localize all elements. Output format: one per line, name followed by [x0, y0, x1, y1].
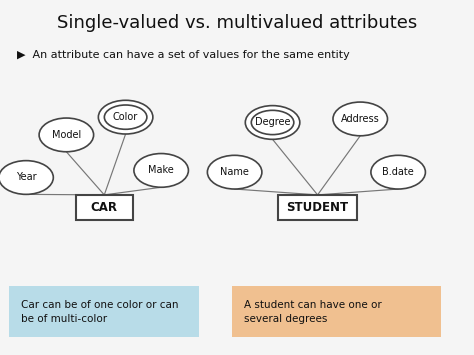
- FancyBboxPatch shape: [9, 286, 199, 337]
- Text: Color: Color: [113, 112, 138, 122]
- Ellipse shape: [207, 155, 262, 189]
- Text: Make: Make: [148, 165, 174, 175]
- Text: Model: Model: [52, 130, 81, 140]
- Ellipse shape: [134, 153, 189, 187]
- Ellipse shape: [371, 155, 425, 189]
- Text: Address: Address: [341, 114, 380, 124]
- Text: Single-valued vs. multivalued attributes: Single-valued vs. multivalued attributes: [57, 14, 417, 32]
- Ellipse shape: [39, 118, 94, 152]
- Text: Car can be of one color or can
be of multi-color: Car can be of one color or can be of mul…: [21, 300, 179, 323]
- Ellipse shape: [333, 102, 387, 136]
- Text: Year: Year: [16, 173, 36, 182]
- Ellipse shape: [251, 110, 294, 135]
- Text: Degree: Degree: [255, 118, 290, 127]
- FancyBboxPatch shape: [76, 195, 133, 220]
- Ellipse shape: [98, 100, 153, 134]
- Ellipse shape: [104, 105, 147, 129]
- Text: B.date: B.date: [383, 167, 414, 177]
- FancyBboxPatch shape: [279, 195, 356, 220]
- Text: CAR: CAR: [91, 201, 118, 214]
- Text: ▶  An attribute can have a set of values for the same entity: ▶ An attribute can have a set of values …: [17, 50, 349, 60]
- Text: STUDENT: STUDENT: [286, 201, 349, 214]
- Text: Name: Name: [220, 167, 249, 177]
- Ellipse shape: [245, 105, 300, 139]
- Text: A student can have one or
several degrees: A student can have one or several degree…: [244, 300, 382, 323]
- Ellipse shape: [0, 160, 53, 195]
- FancyBboxPatch shape: [232, 286, 441, 337]
